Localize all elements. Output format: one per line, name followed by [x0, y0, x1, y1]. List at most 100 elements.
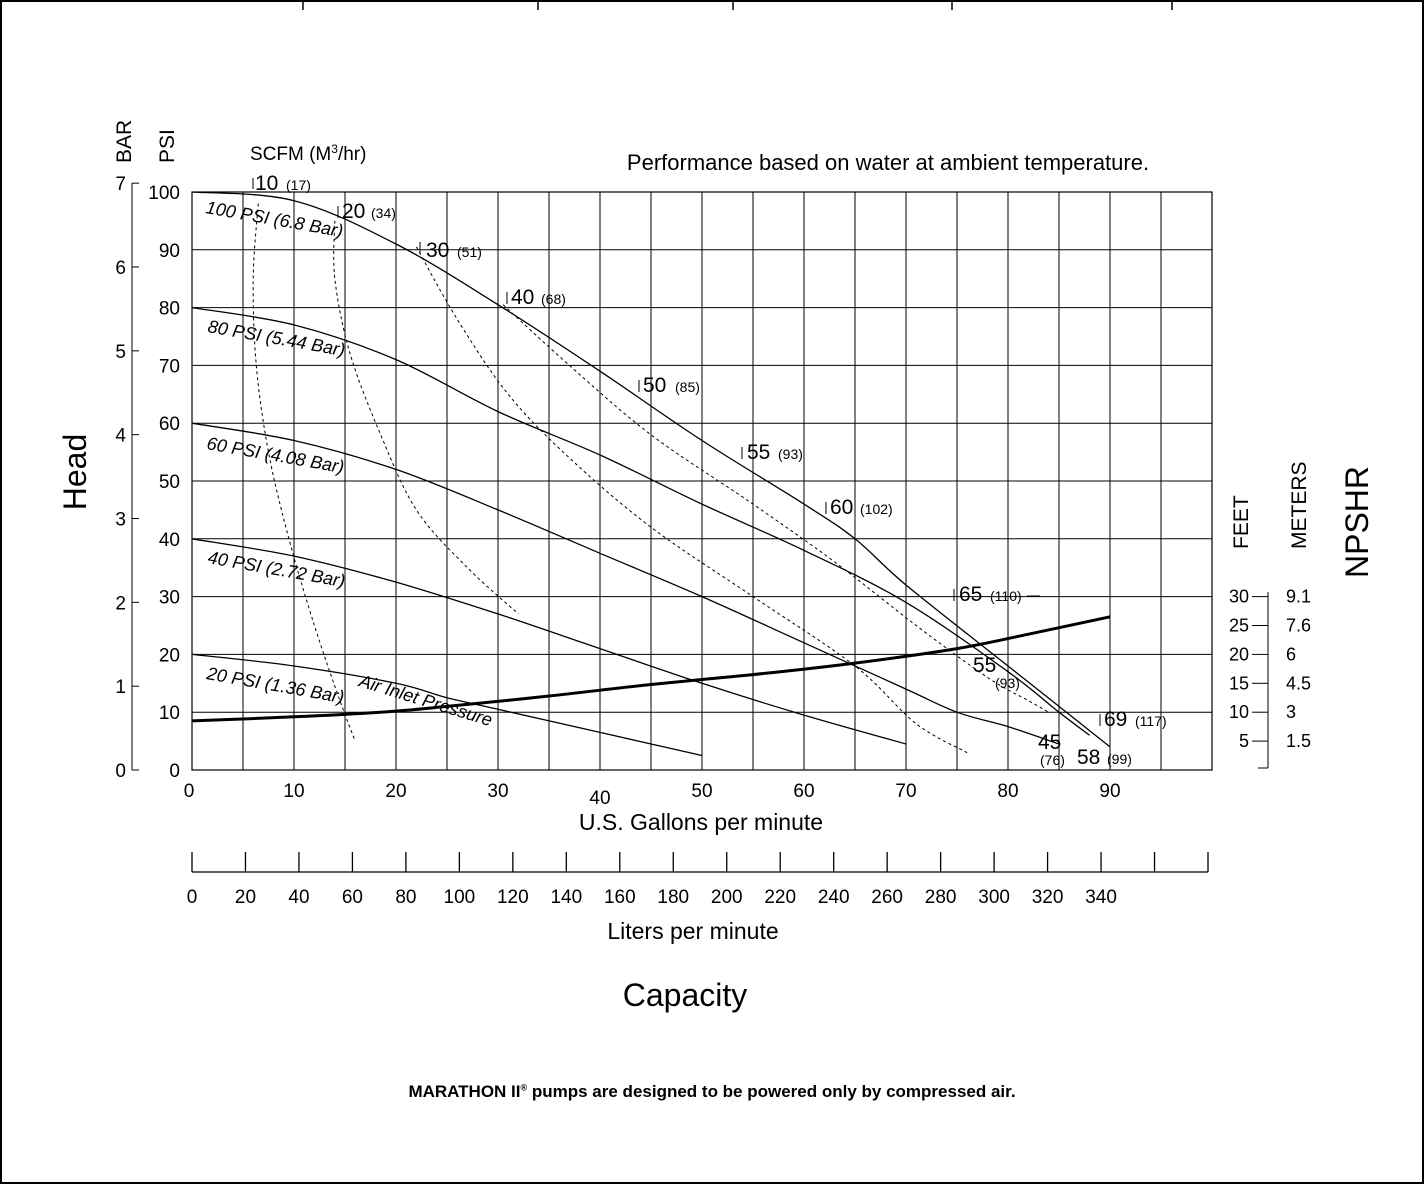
lpm-tick-label: 120: [497, 887, 529, 908]
npshr-feet-label: 10: [1229, 702, 1249, 722]
psi-tick-label: 50: [159, 472, 180, 493]
pressure-label-4: 40 PSI (2.72 Bar): [206, 547, 346, 591]
scfm-point-label: 58: [1077, 746, 1100, 769]
lpm-tick-label: 220: [764, 887, 796, 908]
scfm-point-label: 65: [959, 583, 982, 606]
scfm-point-m3hr: (102): [860, 501, 893, 517]
pressure-label-5: 20 PSI (1.36 Bar): [204, 663, 345, 707]
gpm-tick-label: 0: [184, 781, 195, 802]
bar-tick-label: 0: [115, 761, 126, 782]
scfm-curve-30: [415, 246, 968, 754]
gpm-tick-label: 40: [589, 788, 610, 809]
scfm-point-m3hr: (17): [286, 177, 311, 193]
psi-tick-label: 20: [159, 645, 180, 666]
x-axis-label: U.S. Gallons per minute: [579, 809, 823, 835]
gpm-tick-label: 20: [385, 781, 406, 802]
curves: [191, 191, 1111, 757]
npshr-meters-label: 1.5: [1286, 731, 1311, 751]
footer-note: MARATHON II® pumps are designed to be po…: [0, 1082, 1424, 1102]
pressure-curve-5: [191, 653, 703, 757]
gpm-tick-label: 70: [895, 781, 916, 802]
unit-meters: METERS: [1288, 461, 1311, 549]
npshr-meters-label: 6: [1286, 644, 1296, 664]
scfm-point-m3hr: (85): [675, 379, 700, 395]
scfm-point-m3hr: (76): [1040, 752, 1065, 768]
psi-tick-label: 80: [159, 299, 180, 320]
scfm-curve-20: [333, 220, 519, 615]
npshr-meters-label: 4.5: [1286, 673, 1311, 693]
npshr-curve: [191, 615, 1111, 723]
unit-psi: PSI: [156, 129, 179, 163]
lpm-tick-label: 160: [604, 887, 636, 908]
psi-tick-label: 30: [159, 588, 180, 609]
scfm-point-label: 45: [1038, 731, 1061, 754]
pressure-curve-3: [191, 422, 1060, 745]
pressure-curve-4: [191, 538, 907, 745]
bar-tick-label: 6: [115, 258, 126, 279]
npshr-feet-label: 15: [1229, 673, 1249, 693]
scfm-point-label: 55: [747, 441, 770, 464]
psi-tick-label: 90: [159, 241, 180, 262]
footer-text: pumps are designed to be powered only by…: [527, 1082, 1016, 1101]
pressure-curve-1: [191, 191, 1111, 748]
lpm-tick-label: 260: [871, 887, 903, 908]
scfm-point-m3hr: (117): [1135, 713, 1167, 729]
lpm-tick-label: 20: [235, 887, 256, 908]
npshr-meters-label: 9.1: [1286, 587, 1311, 607]
gpm-tick-label: 90: [1099, 781, 1120, 802]
axis-label-head: Head: [57, 434, 93, 511]
psi-tick-label: 70: [159, 356, 180, 377]
scfm-point-label: 50: [643, 374, 666, 397]
gpm-tick-label: 50: [691, 781, 712, 802]
npshr-label: NPSHR: [1339, 466, 1375, 578]
lpm-tick-label: 240: [818, 887, 850, 908]
bar-tick-label: 4: [115, 426, 126, 447]
psi-tick-label: 10: [159, 703, 180, 724]
lpm-tick-label: 280: [925, 887, 957, 908]
scfm-point-label: 40: [511, 286, 534, 309]
scfm-point-m3hr: (68): [541, 291, 566, 307]
npshr-meters-label: 7.6: [1286, 616, 1311, 636]
npshr-feet-label: 25: [1229, 616, 1249, 636]
scfm-point-label: 20: [342, 200, 365, 223]
npshr-feet-label: 5: [1239, 731, 1249, 751]
scfm-curve-10: [252, 203, 356, 742]
unit-bar: BAR: [113, 120, 136, 163]
lpm-tick-label: 320: [1032, 887, 1064, 908]
lpm-tick-label: 80: [395, 887, 416, 908]
scfm-point-label: 10: [255, 172, 278, 195]
plot-frame: [191, 191, 1213, 771]
scfm-point-label: 30: [426, 239, 449, 262]
lpm-tick-label: 180: [657, 887, 689, 908]
bar-tick-label: 3: [115, 510, 126, 531]
grid: [191, 191, 1213, 771]
footer-brand: MARATHON II: [408, 1082, 521, 1101]
lpm-tick-label: 0: [187, 887, 198, 908]
capacity-label: Capacity: [623, 977, 748, 1013]
psi-tick-label: 40: [159, 530, 180, 551]
lpm-tick-label: 60: [342, 887, 363, 908]
lpm-tick-label: 340: [1085, 887, 1117, 908]
npshr-feet-label: 20: [1229, 644, 1249, 664]
scfm-point-m3hr: (93): [778, 446, 803, 462]
gpm-tick-label: 60: [793, 781, 814, 802]
npshr-meters-label: 3: [1286, 702, 1296, 722]
gpm-tick-label: 10: [283, 781, 304, 802]
scfm-point-m3hr: (93): [995, 675, 1020, 691]
npshr-feet-label: 30: [1229, 587, 1249, 607]
pressure-label-3: 60 PSI (4.08 Bar): [205, 433, 345, 477]
air-inlet-label: Air Inlet Pressure: [356, 670, 495, 730]
gpm-tick-label: 30: [487, 781, 508, 802]
lpm-tick-label: 300: [978, 887, 1010, 908]
footer-registered: ®: [520, 1082, 528, 1093]
lpm-tick-label: 100: [444, 887, 476, 908]
pressure-label-2: 80 PSI (5.44 Bar): [206, 316, 346, 360]
bar-tick-label: 2: [115, 593, 126, 614]
scfm-header: SCFM (M3/hr): [250, 142, 366, 165]
scfm-point-label: 69: [1104, 708, 1127, 731]
psi-tick-label: 60: [159, 414, 180, 435]
scfm-point-m3hr: (110): [990, 588, 1022, 604]
